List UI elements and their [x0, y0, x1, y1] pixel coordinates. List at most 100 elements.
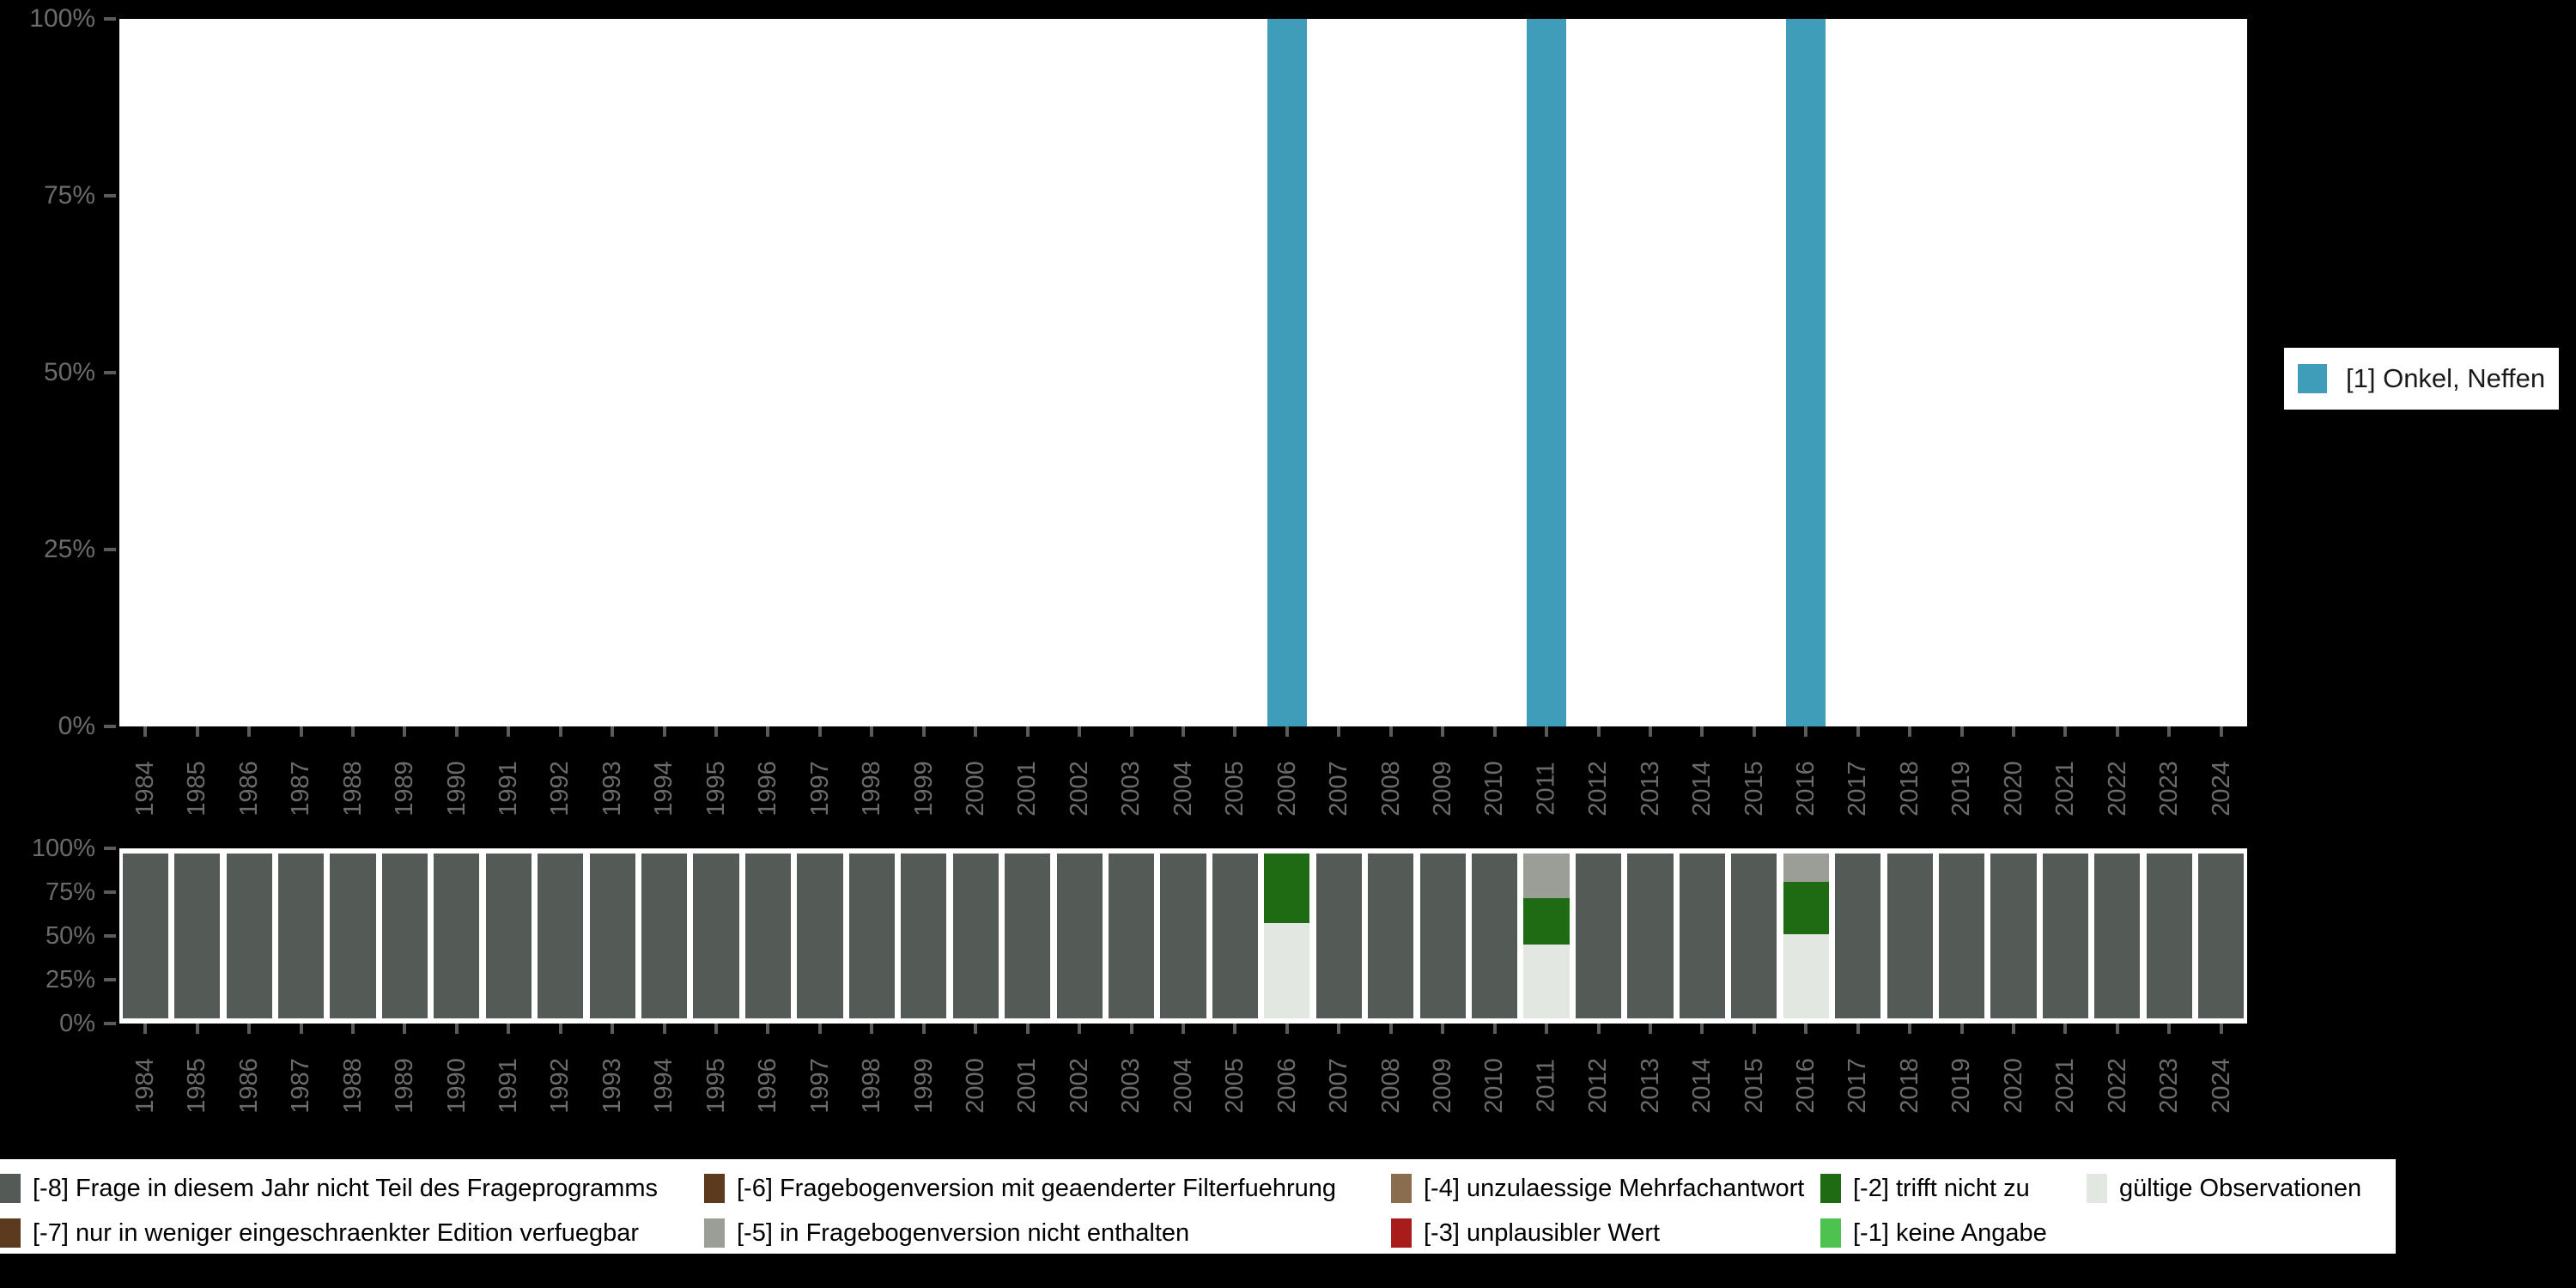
stack-segment	[1108, 854, 1155, 1018]
stacked-bar-2022[interactable]	[2094, 854, 2141, 1018]
stacked-bar-1989[interactable]	[381, 854, 428, 1018]
stacked-bar-slot	[1054, 854, 1105, 1018]
top-chart-x-tick-mark	[1129, 726, 1133, 737]
stacked-bar-2000[interactable]	[952, 854, 999, 1018]
bottom-chart-x-tick-mark	[507, 1024, 511, 1034]
stacked-bar-slot	[1625, 854, 1676, 1018]
stack-segment	[848, 854, 895, 1018]
bottom-chart-x-tick-label: 1989	[390, 1058, 418, 1114]
stacked-bar-2010[interactable]	[1472, 854, 1518, 1018]
stacked-bar-slot	[742, 854, 793, 1018]
bar-slot	[742, 19, 793, 726]
stacked-bar-2004[interactable]	[1160, 854, 1206, 1018]
stacked-bar-1996[interactable]	[744, 854, 792, 1018]
bottom-chart-x-tick-label: 2020	[1999, 1058, 2027, 1114]
stacked-bar-1998[interactable]	[848, 854, 895, 1018]
bar-slot	[846, 19, 897, 726]
top-chart-x-tick-mark	[403, 726, 407, 737]
stacked-bar-2021[interactable]	[2042, 854, 2089, 1018]
stacked-bar-1992[interactable]	[538, 854, 584, 1018]
bottom-chart-x-tick-mark	[817, 1024, 822, 1034]
stacked-bar-2012[interactable]	[1575, 854, 1622, 1018]
top-chart-x-tick-label: 1993	[598, 761, 626, 817]
stacked-bar-2001[interactable]	[1005, 854, 1051, 1018]
stacked-bar-slot	[846, 854, 897, 1018]
top-chart-x-tick-mark	[1182, 726, 1185, 737]
stacked-bar-1984[interactable]	[122, 854, 168, 1018]
top-chart-x-tick-mark	[1078, 726, 1082, 737]
top-chart-x-tick-label: 1997	[805, 761, 834, 817]
legend-swatch-icon	[0, 1174, 21, 1203]
bottom-chart-x-tick-label: 2009	[1428, 1058, 1456, 1114]
bottom-chart-x-tick-mark	[2012, 1024, 2016, 1034]
stack-segment	[2042, 854, 2089, 1018]
stack-segment	[1886, 854, 1933, 1018]
bar-2006[interactable]	[1267, 19, 1307, 726]
stacked-bar-1999[interactable]	[901, 854, 947, 1018]
stacked-bar-1987[interactable]	[277, 854, 325, 1018]
stacked-bar-2019[interactable]	[1938, 854, 1985, 1018]
legend-entry: [-8] Frage in diesem Jahr nicht Teil des…	[0, 1166, 658, 1211]
stacked-bar-1985[interactable]	[174, 854, 221, 1018]
stacked-bar-2020[interactable]	[1990, 854, 2037, 1018]
stacked-bar-2015[interactable]	[1731, 854, 1777, 1018]
bar-slot	[1572, 19, 1624, 726]
top-chart-x-tick-mark	[1388, 726, 1393, 737]
stacked-bar-1994[interactable]	[641, 854, 688, 1018]
stack-segment	[693, 854, 739, 1018]
stacked-bar-slot	[2196, 854, 2247, 1018]
bar-slot	[1625, 19, 1676, 726]
stacked-bar-slot	[638, 854, 690, 1018]
top-chart-x-tick-mark	[558, 726, 562, 737]
stacked-bar-2008[interactable]	[1368, 854, 1414, 1018]
stacked-bar-1990[interactable]	[434, 854, 480, 1018]
bottom-chart-x-tick-label: 1996	[753, 1058, 781, 1114]
legend-entry-label: [-8] Frage in diesem Jahr nicht Teil des…	[33, 1174, 658, 1202]
stacked-bar-slot	[2092, 854, 2143, 1018]
stacked-bar-2016[interactable]	[1783, 854, 1829, 1018]
bottom-chart-x-tick-mark	[350, 1024, 355, 1034]
stacked-bar-2018[interactable]	[1886, 854, 1933, 1018]
bar-slot	[1935, 19, 1987, 726]
stacked-bar-1993[interactable]	[589, 854, 635, 1018]
bottom-chart-x-tick-label: 2023	[2154, 1058, 2183, 1114]
top-chart-x-tick-mark	[1804, 726, 1808, 737]
stacked-bar-2024[interactable]	[2198, 854, 2245, 1018]
stack-segment	[1419, 854, 1466, 1018]
bottom-chart-x-tick-mark	[1078, 1024, 1082, 1034]
stacked-bar-2013[interactable]	[1627, 854, 1674, 1018]
stacked-bar-slot	[2039, 854, 2091, 1018]
bar-2016[interactable]	[1786, 19, 1826, 726]
bar-2011[interactable]	[1527, 19, 1567, 726]
bottom-chart-x-axis: 1984 1985 1986 1987 1988 1989 1990 1991 1992 1993…	[119, 1024, 2247, 1118]
stacked-bar-1986[interactable]	[226, 854, 272, 1018]
stacked-bar-2005[interactable]	[1212, 854, 1259, 1018]
bottom-chart-x-tick-label: 2016	[1791, 1058, 1820, 1114]
stacked-bar-2023[interactable]	[2146, 854, 2192, 1018]
stacked-bar-1988[interactable]	[330, 854, 376, 1018]
series-legend: [1] Onkel, Neffen	[2284, 348, 2560, 410]
stacked-bar-slot	[379, 854, 430, 1018]
stack-segment	[277, 854, 325, 1018]
stacked-bar-1995[interactable]	[693, 854, 739, 1018]
stacked-bar-1991[interactable]	[485, 854, 532, 1018]
stacked-bar-2011[interactable]	[1523, 854, 1570, 1018]
top-chart-x-tick-label: 2024	[2207, 761, 2235, 817]
stacked-bar-2006[interactable]	[1264, 854, 1310, 1018]
stacked-bar-2009[interactable]	[1419, 854, 1466, 1018]
stacked-bar-1997[interactable]	[797, 854, 843, 1018]
bottom-chart-x-tick-label: 1985	[183, 1058, 211, 1114]
stack-segment	[952, 854, 999, 1018]
top-chart-x-tick-mark	[1025, 726, 1030, 737]
stacked-bar-2002[interactable]	[1056, 854, 1103, 1018]
stacked-bar-2007[interactable]	[1315, 854, 1362, 1018]
stacked-bar-2014[interactable]	[1679, 854, 1725, 1018]
bar-slot	[2092, 19, 2143, 726]
bottom-stacked-bar-chart: 100% 75% 50% 25% 0% 1984 1985 1986 1987 1988 1989…	[0, 824, 2318, 1114]
stacked-bar-2003[interactable]	[1108, 854, 1155, 1018]
bottom-chart-x-tick-mark	[1129, 1024, 1133, 1034]
bottom-chart-x-tick-label: 2021	[2050, 1058, 2079, 1114]
top-chart-x-tick-mark	[766, 726, 770, 737]
stacked-bar-2017[interactable]	[1835, 854, 1881, 1018]
top-chart-x-tick-label: 2016	[1791, 761, 1820, 817]
